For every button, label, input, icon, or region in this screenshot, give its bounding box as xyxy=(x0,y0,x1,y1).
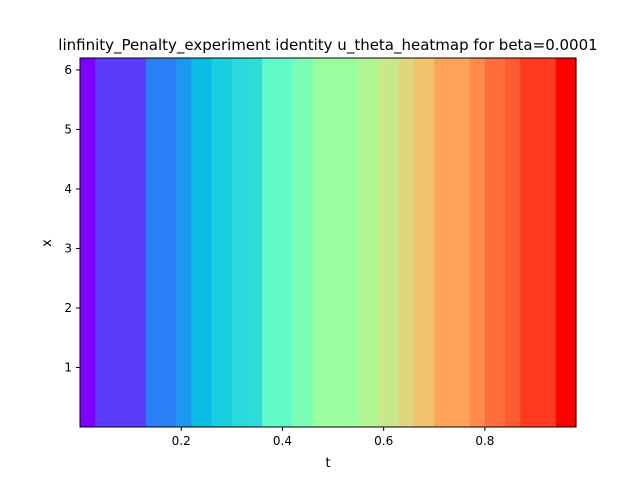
heatmap-band-9 xyxy=(292,58,314,427)
heatmap-band-3 xyxy=(176,58,192,427)
heatmap-band-0 xyxy=(80,58,96,427)
heatmap-band-10 xyxy=(312,58,359,427)
y-tick-label: 3 xyxy=(64,241,72,255)
heatmap-band-17 xyxy=(484,58,506,427)
y-tick-label: 5 xyxy=(64,122,72,136)
heatmap-band-20 xyxy=(555,58,577,427)
heatmap-band-15 xyxy=(434,58,471,427)
heatmap-band-13 xyxy=(398,58,415,427)
heatmap-band-2 xyxy=(145,58,177,427)
x-tick-label: 0.8 xyxy=(475,434,494,448)
heatmap-band-19 xyxy=(520,58,557,427)
x-axis-label: t xyxy=(325,456,330,471)
y-axis-label: x xyxy=(40,239,55,247)
heatmap-bands xyxy=(80,58,577,427)
y-tick-label: 2 xyxy=(64,301,72,315)
x-axis-ticks: 0.2 0.4 0.6 0.8 xyxy=(172,427,494,448)
chart-title: linfinity_Penalty_experiment identity u_… xyxy=(58,36,597,55)
y-tick-label: 6 xyxy=(64,63,72,77)
heatmap-band-1 xyxy=(95,58,147,427)
y-axis-ticks: 1 2 3 4 5 6 xyxy=(64,63,80,374)
plot-frame xyxy=(79,57,577,428)
heatmap-band-8 xyxy=(262,58,294,427)
x-tick-label: 0.2 xyxy=(172,434,191,448)
heatmap-band-12 xyxy=(378,58,400,427)
y-tick-label: 4 xyxy=(64,182,72,196)
heatmap-band-11 xyxy=(358,58,380,427)
heatmap-band-6 xyxy=(231,58,248,427)
x-tick-label: 0.6 xyxy=(374,434,393,448)
heatmap-band-4 xyxy=(191,58,213,427)
x-tick-label: 0.4 xyxy=(273,434,292,448)
heatmap-band-14 xyxy=(414,58,435,427)
heatmap-band-5 xyxy=(211,58,233,427)
heatmap-band-16 xyxy=(469,58,486,427)
heatmap-band-7 xyxy=(247,58,263,427)
heatmap-band-18 xyxy=(505,58,521,427)
y-tick-label: 1 xyxy=(64,360,72,374)
